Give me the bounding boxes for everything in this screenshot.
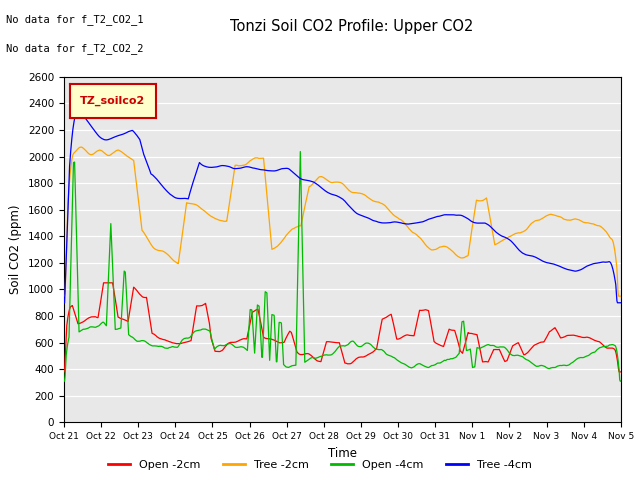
Text: No data for f_T2_CO2_2: No data for f_T2_CO2_2 (6, 43, 144, 54)
Text: No data for f_T2_CO2_1: No data for f_T2_CO2_1 (6, 14, 144, 25)
Legend: Open -2cm, Tree -2cm, Open -4cm, Tree -4cm: Open -2cm, Tree -2cm, Open -4cm, Tree -4… (104, 456, 536, 474)
Y-axis label: Soil CO2 (ppm): Soil CO2 (ppm) (10, 205, 22, 294)
Text: Tonzi Soil CO2 Profile: Upper CO2: Tonzi Soil CO2 Profile: Upper CO2 (230, 19, 474, 34)
X-axis label: Time: Time (328, 447, 357, 460)
